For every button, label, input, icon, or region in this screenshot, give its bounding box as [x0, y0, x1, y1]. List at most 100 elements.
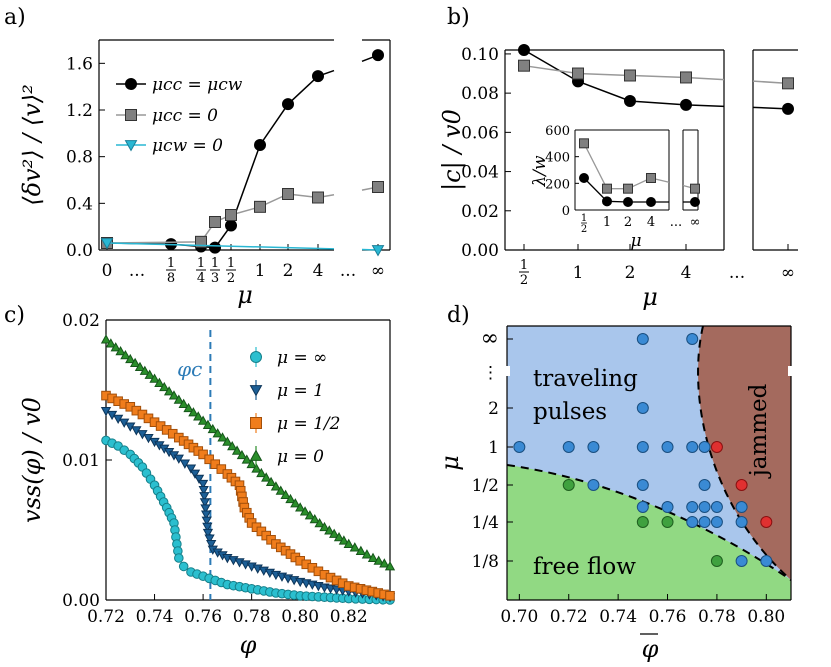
panel-b-inset-xtick-label: ∞: [690, 215, 701, 230]
panel-c-point: [206, 540, 217, 550]
panel-c-point: [154, 377, 165, 387]
panel-b-point: [782, 102, 794, 115]
panel-b-inset-line: [583, 143, 652, 190]
panel-c-point: [314, 517, 325, 528]
panel-d-point-traveling: [636, 333, 649, 345]
panel-a-legend-marker: [125, 78, 137, 90]
panel-b-inset-xtick-label: ...: [670, 215, 682, 230]
panel-b-inset-xtick-label: 2: [581, 224, 587, 235]
panel-a-ytick-label: 1.6: [66, 54, 93, 74]
panel-b-xtick-label: 4: [681, 263, 692, 283]
panel-c-point: [202, 528, 214, 539]
panel-b-xtick-label-text: 4: [681, 263, 692, 283]
panel-d-point-free: [661, 516, 674, 528]
panel-c-point: [329, 528, 340, 538]
panel-c-point: [373, 555, 384, 565]
panel-d-point-traveling: [698, 516, 711, 528]
panel-c-point: [227, 440, 238, 451]
panel-d-ytick-label: 1/8: [472, 552, 499, 572]
panel-c-point: [309, 514, 320, 524]
panel-b-inset-point: [646, 173, 656, 183]
panel-d-point-traveling: [636, 479, 649, 491]
panel-b-label: b): [447, 5, 470, 30]
panel-d-point-traveling: [710, 516, 723, 528]
panel-d-point-traveling: [760, 555, 773, 567]
panel-c-point: [178, 398, 189, 408]
panel-a-xtick-label-den: 2: [227, 271, 235, 286]
panel-c-legend-marker: [250, 351, 262, 363]
panel-b-ytick-label: 0.04: [461, 163, 499, 183]
panel-d-point-traveling: [698, 501, 711, 513]
panel-a-xtick-label: 13: [210, 256, 220, 286]
panel-b-series-line: [523, 64, 687, 79]
panel-d-ytick-label: ∞: [481, 326, 499, 351]
panel-c-point: [134, 361, 146, 371]
panel-a-point: [209, 216, 221, 228]
panel-c-legend-marker: [249, 385, 263, 397]
panel-b-series-tail: [685, 76, 725, 81]
jammed-boundary: [697, 325, 792, 581]
panel-d-point-free: [562, 479, 575, 491]
panel-c-point: [261, 472, 272, 482]
panel-a-xtick-label-num: 1: [227, 256, 235, 271]
panel-d-point-traveling: [513, 441, 526, 453]
panel-b-ytick-label: 0.00: [461, 241, 499, 261]
panel-c-point: [110, 342, 121, 352]
panel-c-point: [185, 464, 197, 474]
panel-a-xtick-label-den: 8: [167, 271, 175, 286]
panel-a-point: [225, 219, 237, 232]
panel-c-point: [290, 498, 301, 508]
panel-b-ylabel: |c| / v0: [438, 109, 467, 191]
panel-a-series-tail: [106, 242, 335, 250]
panel-c-point: [384, 561, 396, 571]
panel-d-point-traveling: [735, 501, 748, 513]
panel-d-chart: traveling pulses free flow jammed 0.70 0.72 0.…: [436, 325, 794, 663]
panel-c-ytick-label: 0.02: [62, 311, 100, 331]
panel-d-xlabel: φ: [642, 635, 659, 663]
panel-c-point: [129, 357, 141, 368]
panel-c-point: [231, 445, 243, 455]
pulses-label: pulses: [533, 399, 607, 425]
panel-c-phic-label: φc: [177, 357, 202, 381]
panel-c-point: [236, 449, 248, 460]
panel-d-xtick-label: 0.70: [500, 607, 538, 627]
panel-b-point: [624, 69, 636, 82]
free-flow-label: free flow: [533, 554, 636, 580]
panel-b-xtick-label-text: ...: [729, 263, 745, 283]
panel-a-ytick-label: 1.2: [66, 101, 93, 121]
panel-a-legend-label: μcc = μcw: [152, 75, 243, 95]
panel-b-point: [518, 59, 530, 72]
panel-c-point: [324, 525, 335, 535]
panel-a-point: [225, 209, 237, 221]
panel-b-inset-xlabel: μ: [630, 231, 641, 251]
panel-c-legend-label: μ = ∞: [277, 348, 327, 368]
panel-c-point: [361, 549, 373, 559]
panel-a-xtick-label: 12: [226, 256, 236, 286]
panel-c-point: [193, 411, 204, 421]
panel-c-point: [139, 365, 150, 375]
panel-c-point: [201, 516, 212, 526]
panel-b-inset-point: [690, 183, 700, 194]
traveling-label: traveling: [533, 366, 638, 392]
panel-a-xtick-label-den: 4: [197, 271, 205, 286]
panel-c-point: [197, 479, 209, 490]
panel-c-point: [204, 534, 215, 544]
panel-c-ylabel: vss(φ) / v0: [18, 397, 46, 523]
panel-a-xtick-label: ∞: [371, 261, 385, 281]
panel-c-point: [349, 542, 360, 552]
panel-c-point: [319, 521, 330, 532]
panel-c-point: [202, 522, 213, 533]
panel-d-point-traveling: [587, 479, 600, 491]
panel-c-point: [198, 485, 209, 496]
panel-d-point-jammed: [735, 479, 748, 491]
panel-b-inset-point: [690, 197, 700, 207]
panel-b-inset-point: [623, 183, 633, 194]
panel-c-point: [105, 338, 117, 348]
panel-c-point: [265, 476, 277, 487]
panel-b-xtick-label: 12: [519, 258, 529, 288]
panel-a-ylabel: ⟨δv²⟩ / ⟨v⟩²: [18, 84, 46, 206]
panel-b-inset-point: [602, 196, 612, 207]
panel-c-point: [193, 474, 205, 484]
panel-a-legend-marker: [124, 140, 138, 152]
